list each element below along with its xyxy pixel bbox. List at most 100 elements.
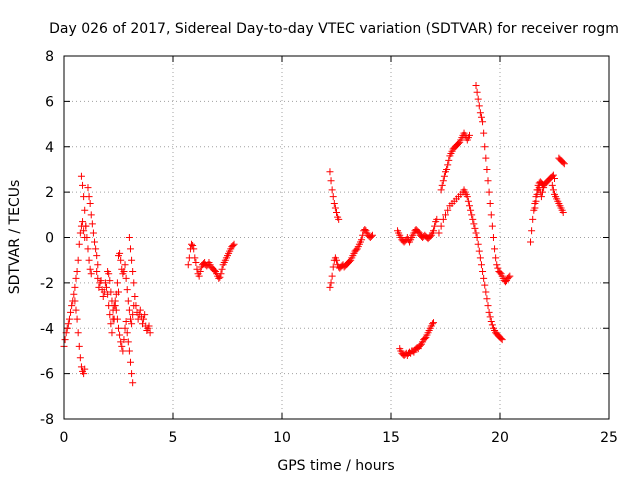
data-point [560,160,568,168]
y-tick-label: -6 [40,367,54,383]
data-point [471,224,479,232]
data-point [430,227,438,235]
series-prn-d [84,184,102,269]
data-point [111,297,119,305]
data-point [75,342,83,350]
data-point [559,209,567,217]
data-point [486,313,494,321]
data-point [428,320,436,328]
data-point [119,347,127,355]
series-prn-g [115,249,138,328]
data-point [68,302,76,310]
y-tick-labels: -8 -6 -4 -2 0 2 4 6 8 [40,49,54,428]
data-point [73,268,81,276]
data-point [81,365,89,373]
data-point [71,283,79,291]
data-point [128,320,136,328]
data-point [72,306,80,314]
data-point [79,218,87,226]
data-point [435,229,443,237]
series-prn-k [326,226,376,291]
data-point [120,268,128,276]
data-point [123,329,131,337]
y-tick-label: 0 [45,231,54,247]
data-point [113,279,121,287]
data-point [472,229,480,237]
data-point [444,206,452,214]
data-point [532,197,540,205]
data-point [101,279,109,287]
data-point [488,321,496,329]
data-point [81,206,89,214]
data-point [433,215,441,223]
data-point [99,292,107,300]
data-point [443,165,451,173]
data-point [487,211,495,219]
data-point [124,338,132,346]
data-point [465,131,473,139]
data-point [445,156,453,164]
data-point [472,81,480,89]
data-point [487,317,495,325]
data-point [485,188,493,196]
data-point [61,336,69,344]
data-point [217,270,225,278]
data-point [129,268,137,276]
series-prn-i [184,240,238,282]
data-point [125,234,133,241]
data-point [481,143,489,151]
series-prn-n [435,186,506,344]
data-point [484,177,492,185]
data-point [145,322,153,330]
chart-title: Day 026 of 2017, Sidereal Day-to-day VTE… [49,21,619,37]
data-point [128,370,136,378]
data-point [367,232,375,240]
data-point [195,272,203,280]
series-prn-l [394,215,441,246]
data-point [129,379,137,387]
x-tick-label: 20 [491,430,509,446]
data-point [64,320,72,328]
data-point [184,261,192,269]
data-point [80,370,88,378]
data-point [79,181,87,189]
data-point [506,272,514,280]
data-point [476,254,484,262]
data-point [129,311,137,319]
data-point [463,193,471,201]
x-tick-label: 0 [60,430,69,446]
data-point [112,306,120,314]
data-point [329,193,337,201]
data-point [494,264,502,272]
data-point [483,295,491,303]
data-point [87,270,95,278]
data-point [335,215,343,223]
data-point [215,274,223,282]
series-prn-s [548,181,567,217]
data-point [117,256,125,264]
data-point [113,315,121,323]
data-point [479,118,487,126]
data-point [106,311,114,319]
data-point [437,222,445,230]
data-point [467,206,475,214]
series-prn-q [527,171,558,246]
data-point [493,261,501,269]
series-prn-f [104,290,137,387]
data-point [476,109,484,117]
data-point [480,274,488,282]
data-point [540,184,548,192]
data-point [328,272,336,280]
data-point [216,273,224,281]
data-point [531,204,539,212]
data-point [191,254,199,262]
data-point [559,159,567,167]
data-point [488,222,496,230]
data-point [474,95,482,103]
x-tick-label: 10 [273,430,291,446]
data-point [74,256,82,264]
data-point [85,193,93,201]
data-point [539,188,547,196]
data-point [468,211,476,219]
data-point [330,199,338,207]
